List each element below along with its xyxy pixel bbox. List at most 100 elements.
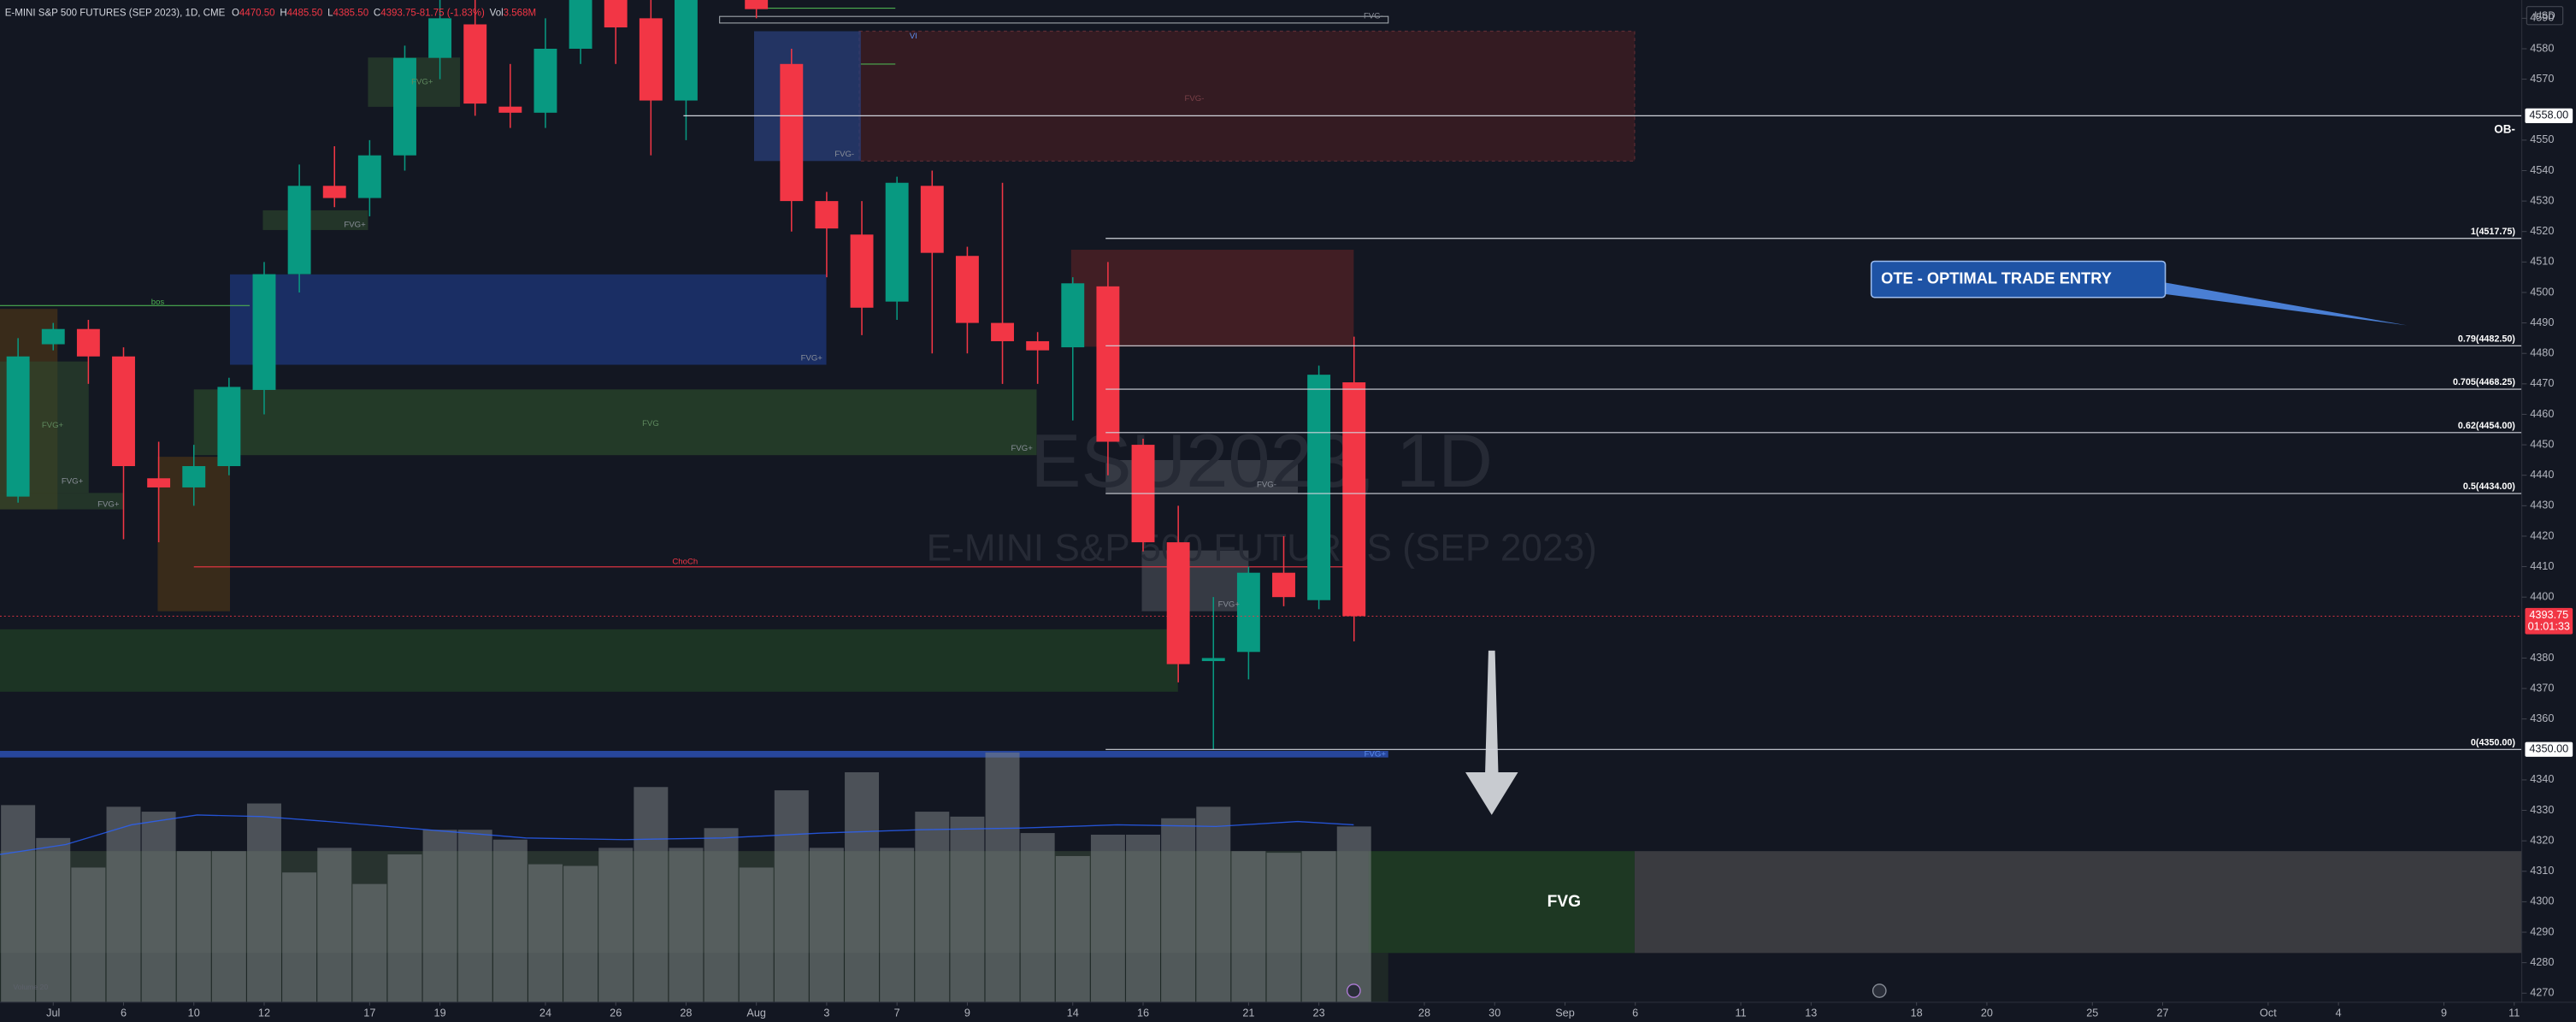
candle-body [1061,283,1085,348]
y-tick-label: 4580 [2530,42,2554,54]
candle-body [639,18,663,101]
volume-bar [36,837,71,1002]
volume-bar [704,828,739,1002]
symbol-title: E-MINI S&P 500 FUTURES (SEP 2023), 1D, C… [5,8,226,18]
candle-body [428,18,452,58]
currency-box [2526,6,2564,26]
x-tick-label: 25 [2086,1007,2098,1019]
volume-bar [141,812,176,1002]
legend-value: 4470.50 [239,8,275,18]
volume-ma [0,814,1354,855]
axes: 4590 4580 4570 4550 4540 4530 4520 4510 4500 4490… [46,12,2573,1019]
legend-value: 4485.50 [287,8,323,18]
x-tick-label: 28 [1418,1007,1430,1019]
y-tick-label: 4490 [2530,316,2554,328]
y-tick-label: 4340 [2530,773,2554,785]
x-tick-label: 13 [1805,1007,1817,1019]
zone-label: VI [910,32,917,41]
volume-bar [1336,826,1371,1002]
y-tick-label: 4430 [2530,499,2554,511]
zone-label: FVG+ [97,499,120,509]
candle-body [850,234,874,308]
legend-key: L [327,8,333,18]
x-tick-label: 20 [1981,1007,1993,1019]
x-tick-label: 17 [363,1007,375,1019]
x-tick-label: 6 [121,1007,127,1019]
zone-label: bos [151,298,165,307]
volume-bar [1,805,36,1002]
candle-body [463,24,487,104]
zone [0,493,124,510]
volume-bar [247,803,281,1002]
y-tick-label: 4440 [2530,469,2554,481]
volume-bar [528,864,563,1002]
legend-key: Vol [490,8,504,18]
fib-label: 0.705(4468.25) [2453,377,2515,387]
y-tick-label: 4550 [2530,133,2554,145]
x-tick-label: 24 [539,1007,551,1019]
candle-body [182,466,206,487]
zone-label: FVG- [1364,12,1383,21]
ob-tag-label: 4558.00 [2529,109,2568,121]
x-tick-label: 7 [894,1007,900,1019]
x-tick-label: 4 [2336,1007,2342,1019]
y-tick-label: 4480 [2530,347,2554,359]
zone [719,15,1389,24]
volume-bar [950,816,985,1002]
x-tick-label: 30 [1488,1007,1500,1019]
header: E-MINI S&P 500 FUTURES (SEP 2023), 1D, C… [5,8,536,18]
x-tick-label: Oct [2260,1007,2277,1019]
watermark-name: E-MINI S&P 500 FUTURES (SEP 2023) [927,527,1597,569]
candle-body [1342,382,1366,617]
candle-body [76,328,100,357]
y-tick-label: 4310 [2530,865,2554,877]
callout: OTE - OPTIMAL TRADE ENTRY [1870,260,2408,326]
levels: 1(4517.75) 0.79(4482.50) 0.705(4468.25) 0.6… [0,115,2522,750]
candle-body [745,0,769,9]
volume-bar [880,848,915,1002]
zone-label: FVG+ [344,221,366,230]
candle-body [1272,572,1295,598]
volume-bar [317,848,352,1002]
candle-body [112,356,135,467]
candle-body [1307,375,1331,600]
zone [858,30,1636,162]
volume-bar [211,851,246,1002]
candle-body [920,186,944,253]
volume-bar [422,830,457,1002]
candle-body [1026,340,1050,351]
y-tick-label: 4320 [2530,834,2554,846]
callout-text: OTE - OPTIMAL TRADE ENTRY [1881,269,2112,287]
volume-bar [457,830,492,1002]
down-arrow [1465,650,1518,815]
zone-label: FVG- [834,150,854,159]
volume-bar [387,854,422,1002]
zone-label: FVG+ [1218,600,1241,610]
y-tick-label: 4500 [2530,286,2554,298]
candle-body [569,0,592,49]
y-tick-label: 4330 [2530,804,2554,816]
candle-body [287,186,311,275]
candle-body [147,478,171,487]
x-tick-label: 18 [1911,1007,1923,1019]
fib-label: 0.5(4434.00) [2463,481,2515,492]
y-tick-label: 4450 [2530,438,2554,450]
volume-bar [985,752,1020,1002]
candle-body [393,57,416,156]
event-icon[interactable] [1872,984,1887,998]
legend-key: O [232,8,239,18]
volume-bar [1266,853,1301,1002]
currency: USD [2534,11,2555,21]
last-price-tag [2525,607,2573,635]
volume-bar [1161,818,1196,1002]
zone-label: FVG+ [801,353,823,363]
zone-label: FVG+ [1365,749,1387,759]
volume-bar [915,812,950,1002]
legend-key: H [280,8,286,18]
volume-bar [492,839,528,1002]
x-tick-label: 10 [188,1007,200,1019]
event-icon[interactable] [1347,984,1361,998]
callout-box [1870,260,2166,298]
volume-bar [1090,834,1125,1002]
